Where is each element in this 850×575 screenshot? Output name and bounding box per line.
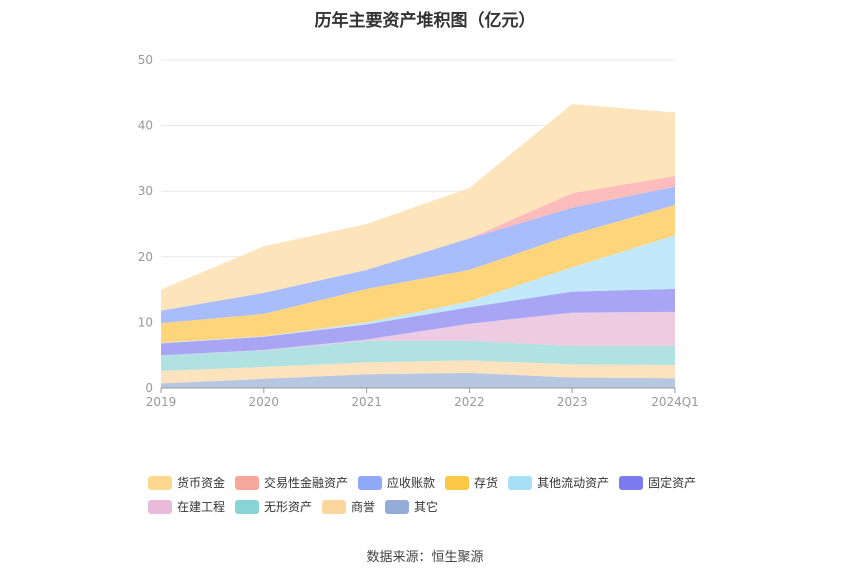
- y-tick-label: 50: [138, 53, 153, 67]
- legend-item[interactable]: 无形资产: [235, 498, 312, 515]
- legend-swatch: [619, 475, 644, 490]
- area-series: [161, 104, 675, 388]
- legend-label: 其它: [414, 500, 439, 514]
- legend-item[interactable]: 其它: [385, 498, 438, 515]
- legend-item[interactable]: 固定资产: [619, 474, 696, 491]
- legend-swatch: [322, 499, 347, 514]
- legend-label: 其他流动资产: [537, 476, 610, 490]
- x-tick-label: 2021: [351, 395, 382, 409]
- legend-label: 固定资产: [648, 476, 697, 490]
- area-在建工程: [161, 311, 675, 356]
- legend-label: 无形资产: [264, 500, 313, 514]
- x-tick-label: 2020: [249, 395, 280, 409]
- y-tick-label: 40: [138, 119, 153, 133]
- x-tick-label: 2022: [454, 395, 485, 409]
- area-其它: [161, 372, 675, 388]
- y-tick-label: 10: [138, 315, 153, 329]
- data-source: 数据来源：恒生聚源: [366, 550, 484, 565]
- area-无形资产: [161, 340, 675, 371]
- legend-label: 应收账款: [387, 476, 436, 490]
- y-tick-label: 0: [145, 381, 153, 395]
- legend-swatch: [235, 499, 260, 514]
- legend-swatch: [358, 475, 383, 490]
- area-其他流动资产: [161, 235, 675, 344]
- x-tick-label: 2024Q1: [651, 395, 699, 409]
- area-固定资产: [161, 288, 675, 356]
- legend: 货币资金 交易性金融资产 应收账款 存货 其他流动资产 固定资产在建工程 无形资产 商誉 其它: [148, 474, 748, 522]
- legend-swatch: [148, 499, 172, 514]
- chart-title: 历年主要资产堆积图（亿元）: [314, 11, 536, 31]
- legend-item[interactable]: 应收账款: [358, 474, 435, 491]
- x-tick-label: 2019: [146, 395, 177, 409]
- area-应收账款: [161, 186, 675, 324]
- stacked-area-chart: 0 10 20 30 40 50 2019 2020 2021 2022 2023 2024Q1: [138, 53, 699, 409]
- area-交易性金融资产: [161, 176, 675, 311]
- legend-label: 货币资金: [177, 476, 226, 490]
- axes: 0 10 20 30 40 50 2019 2020 2021 2022 2023 2024Q1: [138, 53, 699, 409]
- legend-label: 存货: [474, 476, 499, 490]
- y-tick-label: 30: [138, 184, 153, 198]
- area-存货: [161, 205, 675, 343]
- legend-swatch: [385, 499, 410, 514]
- legend-swatch: [235, 475, 260, 490]
- legend-swatch: [508, 475, 533, 490]
- legend-item[interactable]: 其他流动资产: [508, 474, 609, 491]
- legend-label: 商誉: [351, 500, 376, 514]
- legend-label: 在建工程: [177, 500, 226, 514]
- area-商誉: [161, 360, 675, 384]
- legend-item[interactable]: 商誉: [322, 498, 375, 515]
- legend-row: 货币资金 交易性金融资产 应收账款 存货 其他流动资产 固定资产: [148, 474, 748, 491]
- legend-item[interactable]: 在建工程: [148, 498, 225, 515]
- legend-item[interactable]: 交易性金融资产: [235, 474, 348, 491]
- legend-swatch: [445, 475, 470, 490]
- y-tick-label: 20: [138, 250, 153, 264]
- legend-label: 交易性金融资产: [264, 476, 349, 490]
- legend-item[interactable]: 存货: [445, 474, 498, 491]
- legend-item[interactable]: 货币资金: [148, 474, 225, 491]
- area-货币资金: [161, 104, 675, 311]
- x-tick-label: 2023: [557, 395, 588, 409]
- legend-swatch: [148, 475, 172, 490]
- legend-row: 在建工程 无形资产 商誉 其它: [148, 498, 748, 515]
